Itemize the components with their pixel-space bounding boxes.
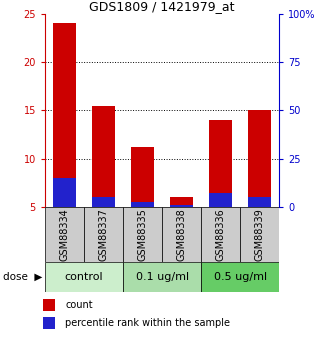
Text: dose  ▶: dose ▶ (3, 272, 43, 282)
Text: percentile rank within the sample: percentile rank within the sample (65, 318, 230, 328)
Bar (248, 110, 272, 207)
Bar (53, 23, 76, 207)
Bar (45, 207, 84, 262)
Bar (45, 262, 123, 292)
Bar (92, 197, 115, 207)
Bar (123, 207, 162, 262)
Bar (201, 207, 240, 262)
Bar (131, 147, 154, 207)
Bar (43, 317, 55, 329)
Text: GSM88336: GSM88336 (216, 208, 226, 261)
Text: GSM88339: GSM88339 (255, 208, 265, 261)
Text: GSM88338: GSM88338 (177, 208, 187, 261)
Text: 0.1 ug/ml: 0.1 ug/ml (135, 272, 189, 282)
Bar (170, 197, 193, 207)
Bar (248, 197, 272, 207)
Title: GDS1809 / 1421979_at: GDS1809 / 1421979_at (89, 0, 235, 13)
Bar (240, 207, 279, 262)
Bar (92, 106, 115, 207)
Bar (201, 262, 279, 292)
Text: control: control (65, 272, 103, 282)
Bar (84, 207, 123, 262)
Text: GSM88335: GSM88335 (138, 208, 148, 261)
Text: count: count (65, 300, 93, 310)
Bar (53, 178, 76, 207)
Bar (170, 205, 193, 207)
Bar (131, 202, 154, 207)
Bar (209, 193, 232, 207)
Text: GSM88334: GSM88334 (59, 208, 69, 261)
Text: GSM88337: GSM88337 (99, 208, 108, 261)
Bar (123, 262, 201, 292)
Bar (162, 207, 201, 262)
Bar (43, 299, 55, 311)
Text: 0.5 ug/ml: 0.5 ug/ml (214, 272, 267, 282)
Bar (209, 120, 232, 207)
